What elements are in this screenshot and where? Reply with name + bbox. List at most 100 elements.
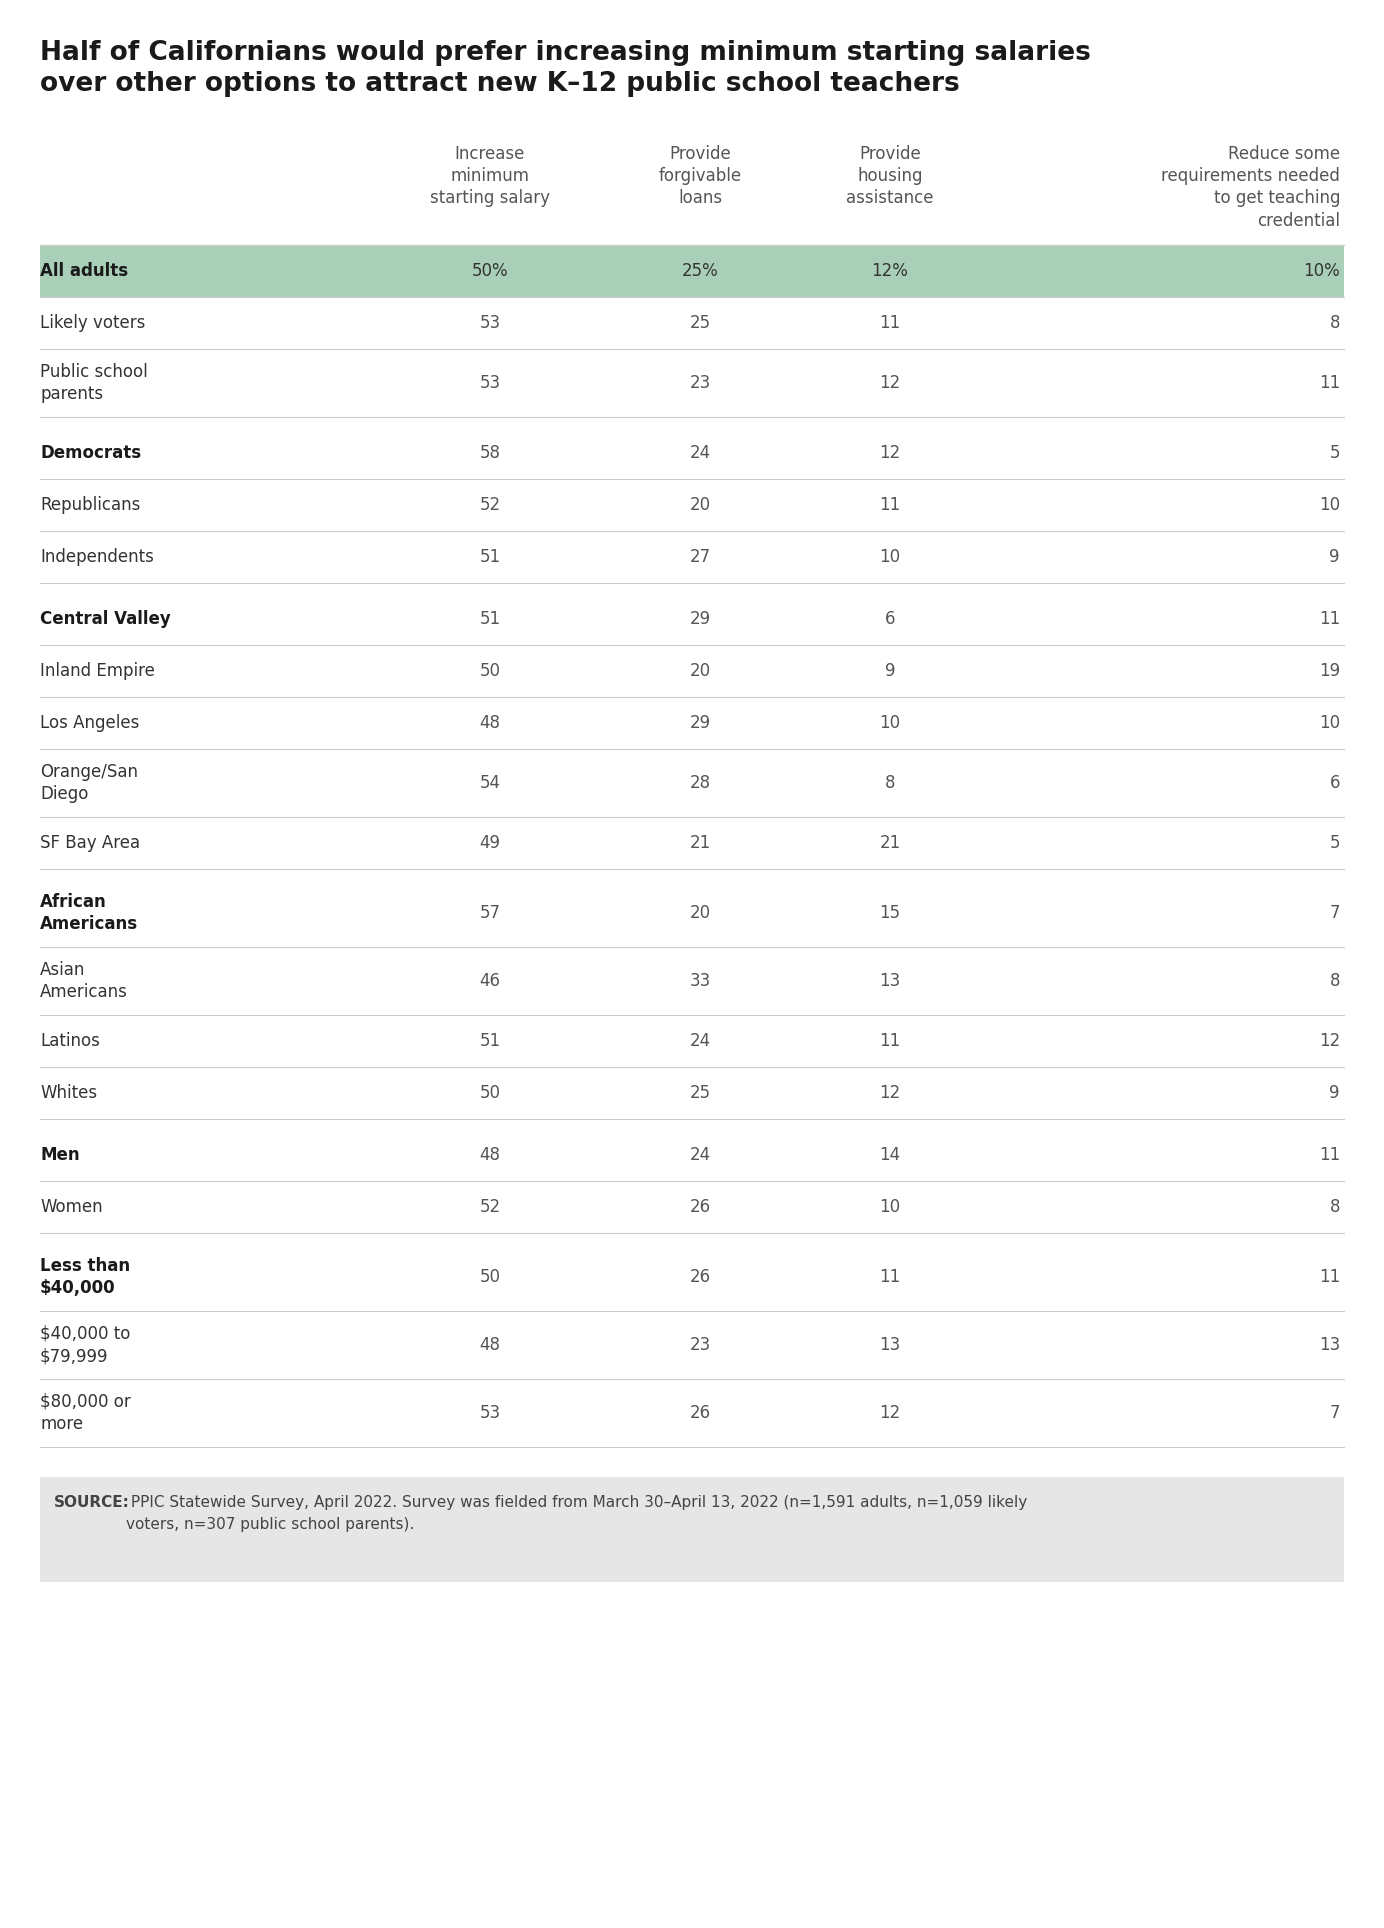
Text: Latinos: Latinos: [40, 1031, 100, 1051]
Text: $80,000 or
more: $80,000 or more: [40, 1392, 130, 1433]
Text: 11: 11: [1319, 374, 1340, 391]
Text: 12: 12: [1319, 1031, 1340, 1051]
Text: 20: 20: [689, 495, 710, 515]
Text: 26: 26: [689, 1269, 710, 1286]
Text: 20: 20: [689, 661, 710, 681]
Text: 6: 6: [1330, 773, 1340, 792]
Text: 48: 48: [479, 713, 501, 733]
Text: 50: 50: [479, 1269, 501, 1286]
Text: SF Bay Area: SF Bay Area: [40, 835, 140, 852]
Text: 11: 11: [1319, 609, 1340, 629]
Bar: [40, 245, 1344, 297]
Text: 23: 23: [689, 1336, 710, 1353]
Text: Orange/San
Diego: Orange/San Diego: [40, 763, 138, 804]
Text: SOURCE:: SOURCE:: [54, 1494, 130, 1510]
Text: Los Angeles: Los Angeles: [40, 713, 140, 733]
Text: 6: 6: [884, 609, 895, 629]
Text: Women: Women: [40, 1197, 102, 1217]
Text: 7: 7: [1330, 1404, 1340, 1423]
Text: 33: 33: [689, 972, 710, 989]
Text: 25: 25: [689, 314, 710, 332]
Text: 13: 13: [1319, 1336, 1340, 1353]
Text: 24: 24: [689, 1031, 710, 1051]
Text: 46: 46: [479, 972, 501, 989]
Text: 12: 12: [879, 374, 901, 391]
Text: African
Americans: African Americans: [40, 893, 138, 933]
Text: 21: 21: [879, 835, 901, 852]
Text: 5: 5: [1330, 835, 1340, 852]
Text: 28: 28: [689, 773, 710, 792]
Text: 11: 11: [879, 1269, 901, 1286]
Text: 9: 9: [1330, 1084, 1340, 1103]
Text: 24: 24: [689, 1145, 710, 1165]
Text: Democrats: Democrats: [40, 443, 141, 463]
Text: Whites: Whites: [40, 1084, 97, 1103]
Text: 53: 53: [479, 1404, 501, 1423]
Text: 10: 10: [879, 713, 901, 733]
Text: 29: 29: [689, 609, 710, 629]
Text: Men: Men: [40, 1145, 80, 1165]
Text: Republicans: Republicans: [40, 495, 140, 515]
Text: 51: 51: [479, 609, 501, 629]
Text: 57: 57: [479, 904, 501, 922]
Text: 50%: 50%: [472, 262, 508, 280]
Text: Central Valley: Central Valley: [40, 609, 170, 629]
Text: 9: 9: [1330, 548, 1340, 567]
Text: 27: 27: [689, 548, 710, 567]
Text: Independents: Independents: [40, 548, 154, 567]
Text: 50: 50: [479, 1084, 501, 1103]
Text: 10: 10: [1319, 495, 1340, 515]
Text: 49: 49: [479, 835, 501, 852]
Text: 53: 53: [479, 374, 501, 391]
Text: 19: 19: [1319, 661, 1340, 681]
Text: 10: 10: [879, 548, 901, 567]
Text: 11: 11: [879, 314, 901, 332]
Text: 52: 52: [479, 1197, 501, 1217]
Text: 7: 7: [1330, 904, 1340, 922]
Text: 12: 12: [879, 1084, 901, 1103]
Text: 11: 11: [879, 1031, 901, 1051]
Text: 20: 20: [689, 904, 710, 922]
Text: 51: 51: [479, 548, 501, 567]
Text: 26: 26: [689, 1197, 710, 1217]
Text: 5: 5: [1330, 443, 1340, 463]
Text: Provide
forgivable
loans: Provide forgivable loans: [659, 145, 742, 208]
Text: 58: 58: [479, 443, 501, 463]
Text: 23: 23: [689, 374, 710, 391]
Text: 8: 8: [1330, 1197, 1340, 1217]
Text: 25: 25: [689, 1084, 710, 1103]
Text: Inland Empire: Inland Empire: [40, 661, 155, 681]
Bar: [40, 1477, 1344, 1583]
Text: 13: 13: [879, 972, 901, 989]
Text: 12: 12: [879, 443, 901, 463]
Text: $40,000 to
$79,999: $40,000 to $79,999: [40, 1325, 130, 1365]
Text: Increase
minimum
starting salary: Increase minimum starting salary: [430, 145, 549, 208]
Text: Likely voters: Likely voters: [40, 314, 145, 332]
Text: 8: 8: [884, 773, 895, 792]
Text: 25%: 25%: [682, 262, 718, 280]
Text: Half of Californians would prefer increasing minimum starting salaries
over othe: Half of Californians would prefer increa…: [40, 40, 1091, 96]
Text: Asian
Americans: Asian Americans: [40, 960, 127, 1001]
Text: 12: 12: [879, 1404, 901, 1423]
Text: 10: 10: [1319, 713, 1340, 733]
Text: 9: 9: [884, 661, 895, 681]
Text: 13: 13: [879, 1336, 901, 1353]
Text: 10%: 10%: [1304, 262, 1340, 280]
Text: 11: 11: [1319, 1269, 1340, 1286]
Text: All adults: All adults: [40, 262, 129, 280]
Text: Less than
$40,000: Less than $40,000: [40, 1257, 130, 1298]
Text: 29: 29: [689, 713, 710, 733]
Text: 48: 48: [479, 1145, 501, 1165]
Text: 54: 54: [479, 773, 501, 792]
Text: Public school
parents: Public school parents: [40, 362, 148, 403]
Text: 12%: 12%: [872, 262, 908, 280]
Text: 26: 26: [689, 1404, 710, 1423]
Text: Reduce some
requirements needed
to get teaching
credential: Reduce some requirements needed to get t…: [1161, 145, 1340, 229]
Text: 51: 51: [479, 1031, 501, 1051]
Text: 10: 10: [879, 1197, 901, 1217]
Text: 11: 11: [1319, 1145, 1340, 1165]
Text: PPIC Statewide Survey, April 2022. Survey was fielded from March 30–April 13, 20: PPIC Statewide Survey, April 2022. Surve…: [126, 1494, 1027, 1531]
Text: 8: 8: [1330, 314, 1340, 332]
Text: 53: 53: [479, 314, 501, 332]
Text: 11: 11: [879, 495, 901, 515]
